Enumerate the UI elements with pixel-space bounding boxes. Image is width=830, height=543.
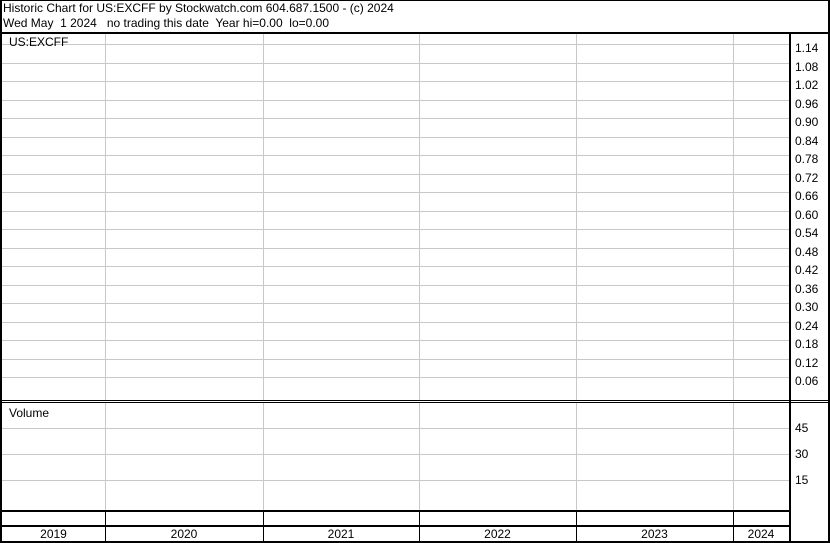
price-vertical-gridline [576,33,577,400]
price-gridline [2,44,789,45]
price-gridline [2,340,789,341]
year-label: 2022 [484,527,511,541]
volume-tick-label: 30 [795,447,809,461]
price-gridline [2,174,789,175]
header-divider [0,32,830,34]
price-tick-label: 0.60 [795,208,819,222]
price-gridline [2,303,789,304]
price-tick-label: 1.02 [795,78,819,92]
frame-left [0,0,2,543]
volume-gridline [2,480,789,481]
price-gridline [2,81,789,82]
axis-divider [789,32,791,543]
price-gridline [2,155,789,156]
price-vertical-gridline [105,33,106,400]
price-tick-label: 0.66 [795,189,819,203]
price-tick-label: 0.36 [795,282,819,296]
price-tick-label: 0.30 [795,300,819,314]
price-gridline [2,248,789,249]
price-gridline [2,285,789,286]
panel-divider-b [0,402,830,403]
price-tick-label: 0.84 [795,134,819,148]
price-tick-label: 1.08 [795,60,819,74]
chart-header-title: Historic Chart for US:EXCFF by Stockwatc… [3,1,394,15]
volume-gridline [2,428,789,429]
volume-tick-label: 45 [795,421,809,435]
price-vertical-gridline [263,33,264,400]
frame-bottom [0,541,830,543]
price-tick-label: 0.96 [795,97,819,111]
price-gridline [2,359,789,360]
price-tick-label: 0.90 [795,115,819,129]
price-gridline [2,137,789,138]
price-tick-label: 0.18 [795,337,819,351]
price-tick-label: 0.48 [795,245,819,259]
year-label: 2023 [641,527,668,541]
volume-vertical-gridline [105,403,106,510]
price-vertical-gridline [419,33,420,400]
price-tick-label: 0.12 [795,356,819,370]
year-label: 2024 [747,527,775,541]
price-gridline [2,322,789,323]
frame-top [0,0,830,1]
price-tick-label: 0.06 [795,374,819,388]
volume-vertical-gridline [263,403,264,510]
panel-divider-a [0,400,830,401]
price-gridline [2,100,789,101]
price-gridline [2,377,789,378]
volume-vertical-gridline [419,403,420,510]
volume-gridline [2,454,789,455]
price-tick-label: 0.78 [795,152,819,166]
chart-header-status: Wed May 1 2024 no trading this date Year… [3,16,330,30]
price-tick-label: 1.14 [795,41,819,55]
year-row-divider [0,525,790,527]
price-vertical-gridline [733,33,734,400]
price-panel-title: US:EXCFF [9,35,69,49]
frame-right [828,0,830,543]
price-gridline [2,118,789,119]
price-gridline [2,192,789,193]
price-tick-label: 0.24 [795,319,819,333]
price-gridline [2,229,789,230]
volume-bottom [0,510,790,512]
volume-tick-label: 15 [795,473,809,487]
price-gridline [2,266,789,267]
price-tick-label: 0.54 [795,226,819,240]
price-gridline [2,63,789,64]
volume-panel-title: Volume [9,406,50,420]
volume-vertical-gridline [733,403,734,510]
price-gridline [2,211,789,212]
price-tick-label: 0.72 [795,171,819,185]
year-label: 2021 [327,527,355,541]
volume-vertical-gridline [576,403,577,510]
year-label: 2020 [170,527,198,541]
year-label: 2019 [40,527,67,541]
price-tick-label: 0.42 [795,263,819,277]
